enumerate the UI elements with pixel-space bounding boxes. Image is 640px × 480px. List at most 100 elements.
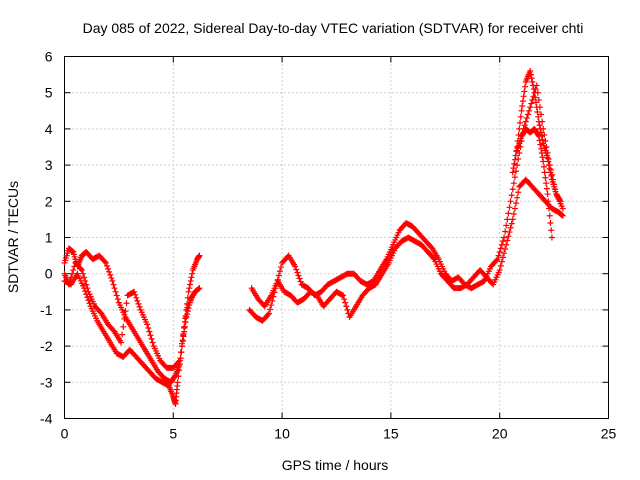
- data-point: [548, 227, 555, 234]
- data-point: [82, 288, 89, 295]
- data-point: [511, 205, 518, 212]
- data-point: [524, 111, 531, 118]
- data-point: [556, 197, 563, 204]
- data-point: [103, 262, 110, 269]
- data-point: [513, 200, 520, 207]
- y-tick-label: 3: [45, 157, 53, 173]
- y-axis-label: SDTVAR / TECUs: [5, 181, 21, 293]
- data-point: [543, 180, 550, 187]
- data-point: [102, 259, 109, 266]
- x-tick-label: 20: [492, 426, 508, 442]
- data-point: [536, 137, 543, 144]
- data-point: [511, 156, 518, 163]
- data-point: [531, 89, 538, 96]
- data-point: [111, 285, 118, 292]
- data-point: [186, 285, 193, 292]
- data-point: [86, 300, 93, 307]
- data-point: [509, 169, 516, 176]
- x-axis-label: GPS time / hours: [282, 457, 389, 473]
- data-point: [506, 204, 513, 211]
- data-point: [146, 328, 153, 335]
- data-point: [108, 274, 115, 281]
- data-point: [516, 125, 523, 132]
- data-markers: [61, 67, 566, 408]
- data-point: [520, 93, 527, 100]
- data-point: [177, 349, 184, 356]
- data-point: [498, 258, 505, 265]
- y-tick-label: -4: [40, 411, 53, 427]
- data-point: [176, 367, 183, 374]
- data-point: [538, 145, 545, 152]
- data-point: [295, 272, 302, 279]
- data-point: [184, 311, 191, 318]
- data-point: [107, 271, 114, 278]
- data-point: [510, 165, 517, 172]
- data-point: [502, 245, 509, 252]
- data-point: [540, 158, 547, 165]
- data-point: [515, 156, 522, 163]
- data-point: [536, 122, 543, 129]
- data-point: [145, 325, 152, 331]
- data-point: [175, 358, 182, 365]
- data-point: [535, 113, 542, 120]
- y-tick-label: 4: [45, 121, 53, 137]
- data-point: [507, 224, 514, 231]
- data-point: [69, 270, 76, 277]
- data-point: [293, 266, 300, 273]
- data-point: [187, 277, 194, 284]
- data-point: [69, 248, 76, 255]
- data-point: [510, 180, 517, 187]
- data-point: [179, 340, 186, 347]
- data-point: [68, 274, 75, 281]
- data-point: [267, 306, 274, 313]
- data-point: [264, 311, 271, 318]
- data-point: [501, 250, 508, 257]
- data-point: [136, 303, 143, 310]
- y-tick-label: 0: [45, 266, 53, 282]
- data-point: [266, 310, 273, 317]
- data-point: [534, 109, 541, 116]
- data-point: [294, 269, 301, 276]
- data-point: [497, 245, 504, 252]
- data-point: [122, 308, 129, 315]
- data-point: [527, 104, 534, 111]
- data-point: [82, 277, 89, 284]
- data-point: [196, 252, 203, 259]
- data-point: [509, 186, 516, 193]
- data-point: [118, 339, 125, 346]
- data-point: [543, 185, 550, 192]
- x-tick-label: 10: [274, 426, 290, 442]
- y-tick-label: -2: [40, 338, 53, 354]
- data-point: [545, 198, 552, 205]
- data-point: [526, 107, 533, 114]
- data-point: [83, 281, 90, 288]
- data-point: [77, 265, 84, 272]
- y-tick-label: -1: [40, 302, 53, 318]
- series-track-e: [248, 176, 566, 321]
- data-point: [539, 154, 546, 161]
- data-point: [542, 174, 549, 181]
- data-point: [505, 233, 512, 240]
- data-point: [544, 191, 551, 198]
- data-point: [85, 297, 92, 304]
- data-point: [196, 285, 203, 292]
- series-track-f: [509, 67, 564, 205]
- data-point: [528, 75, 535, 82]
- data-point: [538, 150, 545, 157]
- data-point: [121, 315, 128, 322]
- series-track-c: [61, 259, 196, 371]
- data-point: [101, 258, 108, 265]
- data-point: [559, 212, 566, 219]
- x-tick-label: 15: [383, 426, 399, 442]
- data-point: [84, 294, 91, 301]
- data-point: [81, 274, 88, 281]
- data-point: [133, 294, 140, 301]
- data-point: [134, 297, 141, 304]
- data-point: [513, 148, 520, 155]
- data-point: [84, 285, 91, 292]
- data-point: [547, 220, 554, 227]
- data-point: [66, 277, 73, 284]
- data-point: [340, 292, 347, 299]
- data-point: [547, 169, 554, 176]
- data-point: [514, 194, 521, 201]
